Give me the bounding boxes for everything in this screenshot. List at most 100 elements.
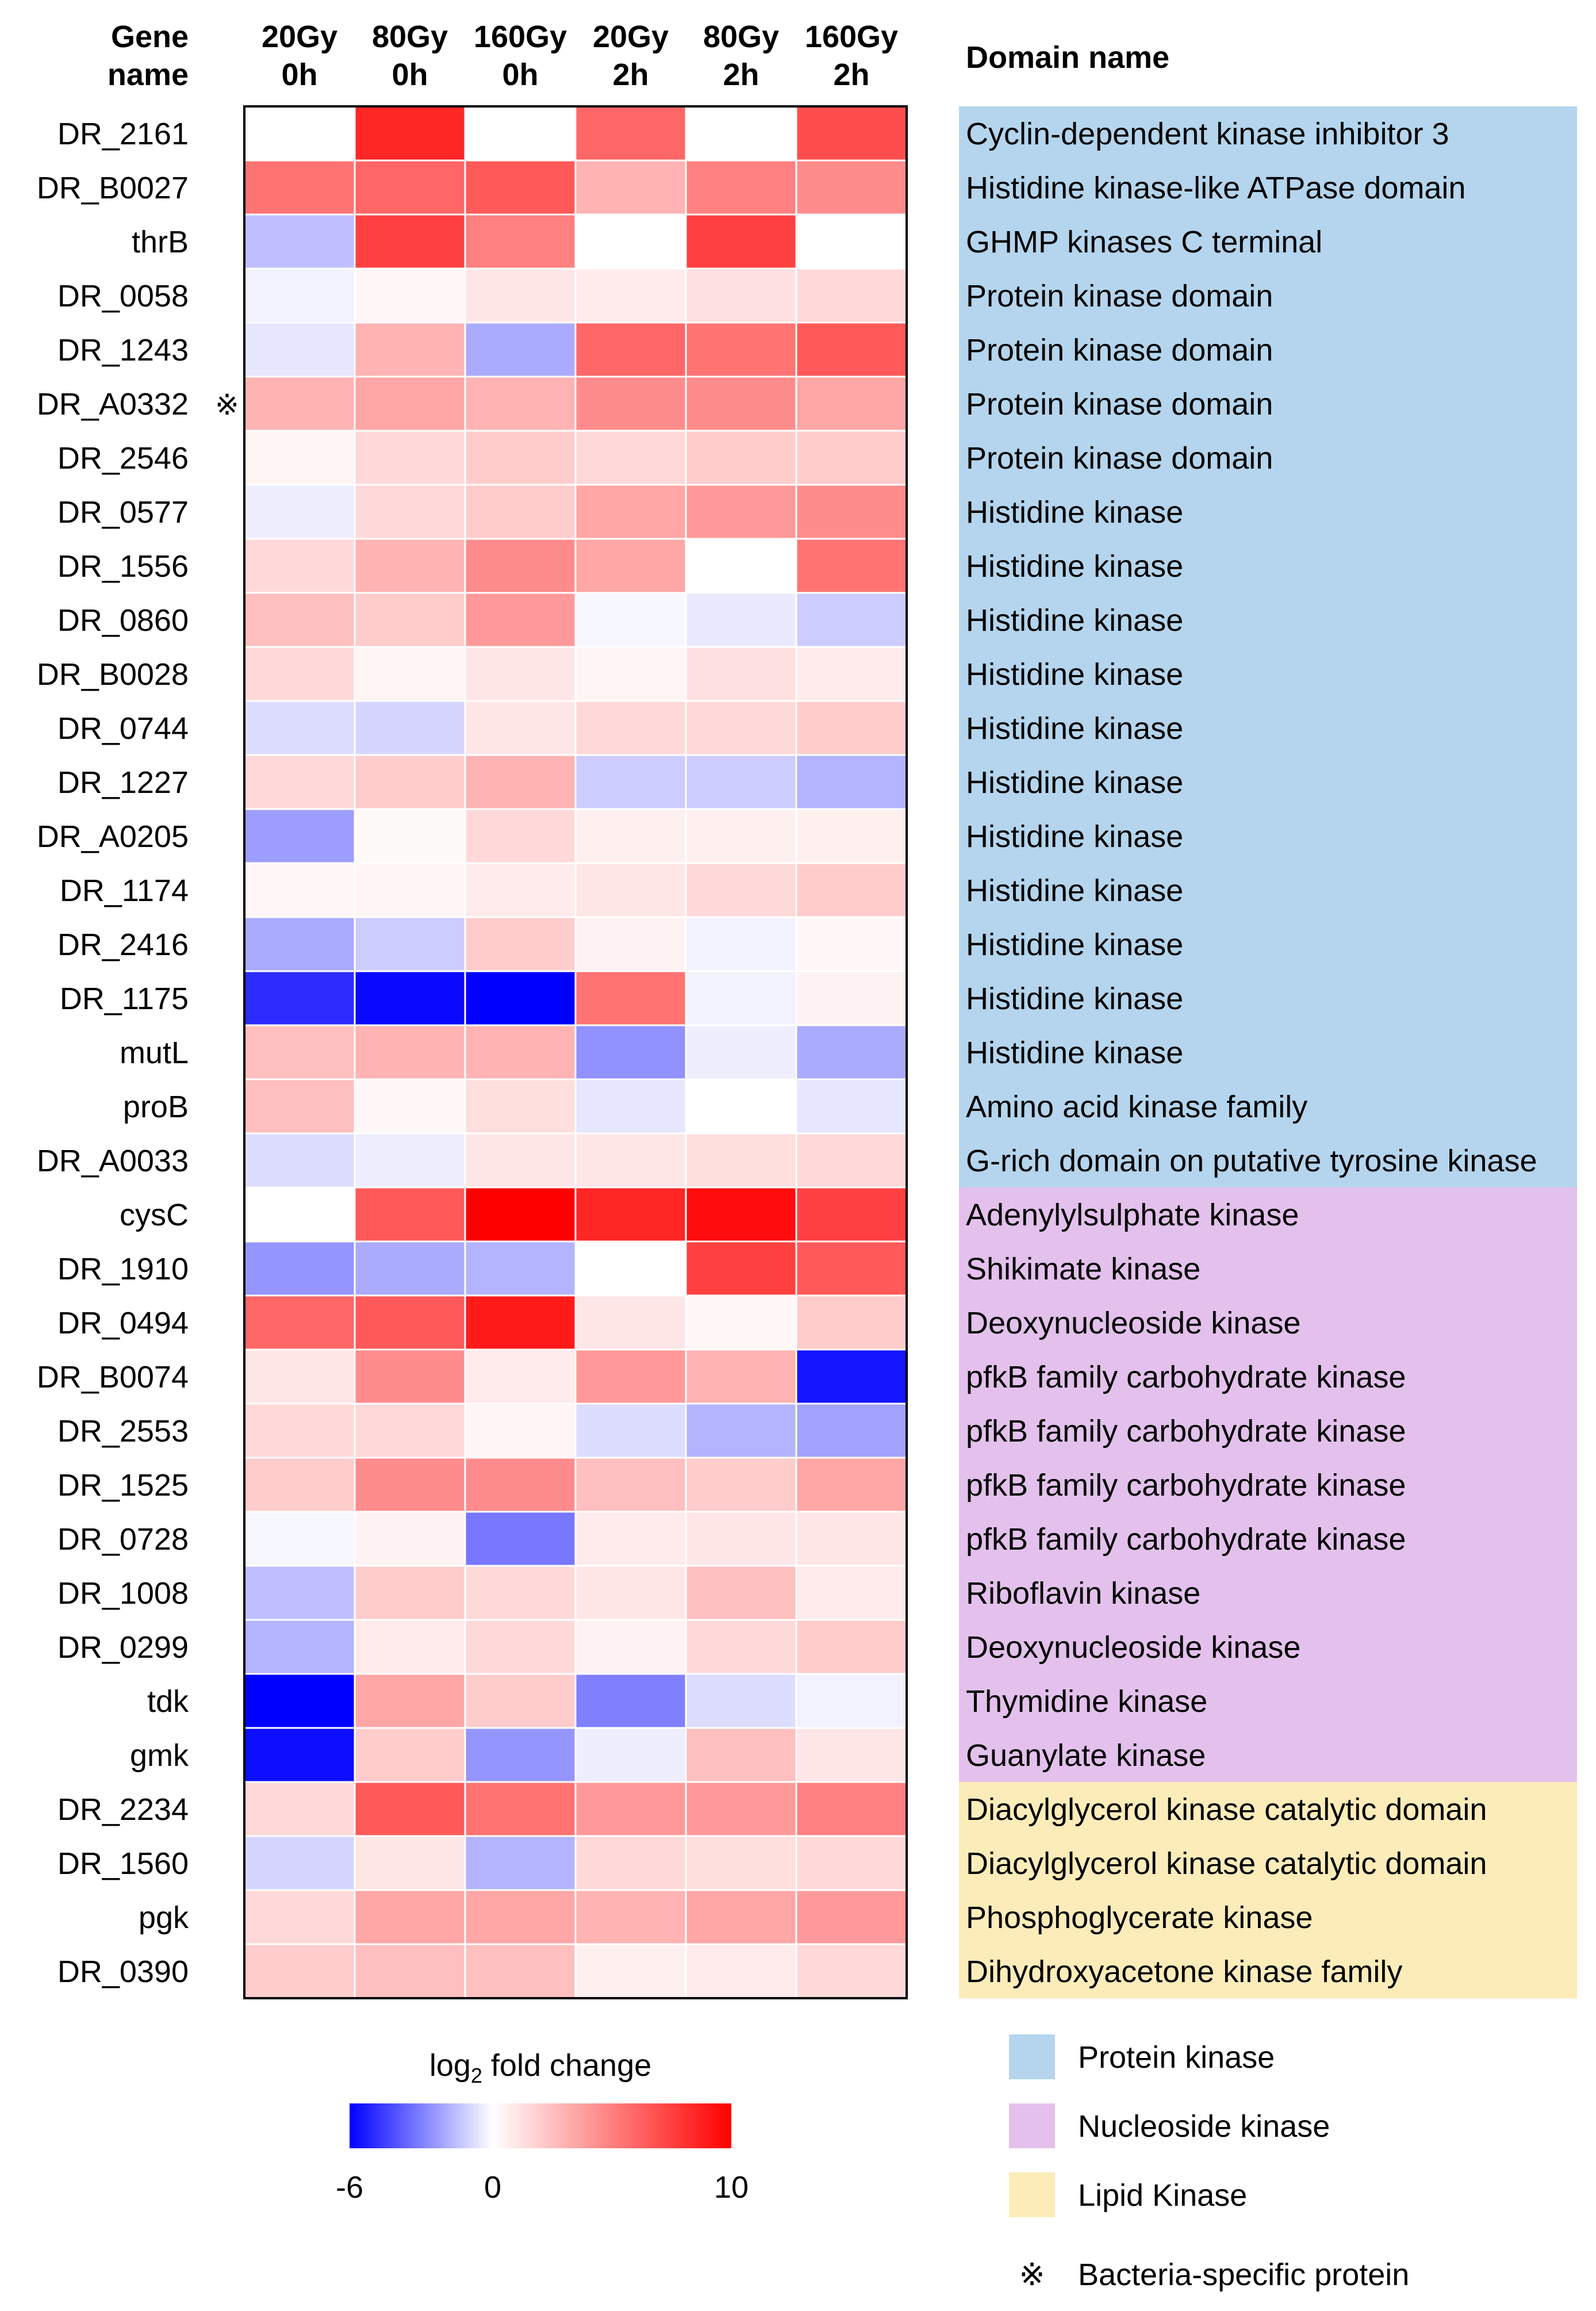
domain-label: Histidine kinase (966, 928, 1183, 962)
heatmap-cell (354, 484, 466, 540)
heatmap-cell (685, 430, 797, 486)
heatmap-cells (243, 105, 908, 1999)
colorbar-tick-label: 0 (484, 2170, 501, 2205)
domain-label: Histidine kinase (966, 549, 1183, 584)
heatmap-cell (685, 1619, 797, 1675)
heatmap-cell (685, 808, 797, 864)
gene-label-dr-a0332: DR_A0332 (37, 387, 189, 421)
gene-label-dr-1008: DR_1008 (57, 1576, 189, 1611)
heatmap-cell (795, 1024, 908, 1080)
heatmap-cell (685, 1889, 797, 1945)
heatmap-cell (243, 646, 356, 702)
heatmap-cell (354, 213, 466, 270)
heatmap-cell (795, 1078, 908, 1135)
heatmap-cell (574, 1457, 687, 1513)
domain-label: Protein kinase domain (966, 441, 1273, 476)
heatmap-cell (464, 646, 577, 702)
heatmap-cell (685, 1078, 797, 1135)
heatmap-cell (795, 213, 908, 270)
heatmap-cell (354, 808, 466, 864)
heatmap-cell (464, 1186, 577, 1243)
gene-label-dr-0390: DR_0390 (57, 1954, 189, 1989)
domain-band-nucleoside (959, 1728, 1577, 1783)
domain-band-protein (959, 863, 1577, 918)
heatmap-cell (243, 105, 356, 162)
heatmap-cell (243, 1889, 356, 1945)
gene-label-dr-b0074: DR_B0074 (37, 1360, 189, 1394)
heatmap-cell (685, 1943, 797, 1999)
heatmap-cell (795, 1673, 908, 1729)
heatmap-cell (243, 862, 356, 918)
domain-band-protein (959, 214, 1577, 269)
colorbar-gradient (350, 2103, 731, 2148)
gene-label-dr-2416: DR_2416 (57, 928, 189, 962)
heatmap-cell (464, 267, 577, 324)
domain-label: Histidine kinase (966, 982, 1183, 1016)
domain-label: Riboflavin kinase (966, 1576, 1200, 1611)
heatmap-cell (354, 267, 466, 324)
heatmap-cell (464, 808, 577, 864)
heatmap-cell (685, 754, 797, 810)
domain-band-protein (959, 485, 1577, 539)
heatmap-cell (685, 1781, 797, 1837)
heatmap-cell (574, 1619, 687, 1675)
heatmap-cell (464, 484, 577, 540)
heatmap-cell (464, 1240, 577, 1297)
heatmap-cell (354, 1240, 466, 1297)
domain-band-lipid (959, 1890, 1577, 1945)
gene-label-dr-0860: DR_0860 (57, 603, 189, 638)
gene-label-dr-1525: DR_1525 (57, 1468, 189, 1503)
domain-label: GHMP kinases C terminal (966, 225, 1322, 259)
heatmap-cell (795, 1619, 908, 1675)
gene-label-dr-0299: DR_0299 (57, 1630, 189, 1665)
column-header-time: 0h (502, 58, 538, 92)
heatmap-cell (685, 1132, 797, 1189)
heatmap-cell (354, 1943, 466, 1999)
heatmap-cell (685, 1186, 797, 1243)
heatmap-cell (354, 321, 466, 378)
domain-name-header: Domain name (966, 40, 1169, 75)
heatmap-cell (685, 1457, 797, 1513)
heatmap-cell (574, 321, 687, 378)
heatmap-cell (243, 1402, 356, 1459)
domain-label: Histidine kinase-like ATPase domain (966, 171, 1465, 205)
heatmap-cell (354, 1294, 466, 1351)
heatmap-cell (354, 538, 466, 594)
heatmap-cell (243, 1294, 356, 1351)
domain-category-bands (959, 106, 1577, 1999)
heatmap-cell (354, 1132, 466, 1189)
heatmap-cell (574, 700, 687, 756)
domain-label: pfkB family carbohydrate kinase (966, 1468, 1406, 1503)
gene-name-header: Gene name (108, 20, 189, 92)
heatmap-cell (685, 862, 797, 918)
category-legend: Protein kinase Nucleoside kinase Lipid Kin… (1009, 2034, 1409, 2292)
heatmap-cell (795, 916, 908, 972)
heatmap-cell (685, 105, 797, 162)
heatmap-cell (685, 700, 797, 756)
domain-band-protein (959, 917, 1577, 972)
heatmap-cell (685, 213, 797, 270)
heatmap-cell (243, 1781, 356, 1837)
heatmap-cell (685, 1565, 797, 1621)
domain-band-protein (959, 377, 1577, 431)
gene-label-tdk: tdk (147, 1684, 189, 1719)
heatmap-cell (464, 1348, 577, 1405)
heatmap-cell (685, 267, 797, 324)
domain-band-nucleoside (959, 1404, 1577, 1458)
gene-label-dr-1227: DR_1227 (57, 765, 189, 800)
heatmap-cell (574, 213, 687, 270)
domain-label: Diacylglycerol kinase catalytic domain (966, 1846, 1487, 1881)
heatmap-cell (243, 213, 356, 270)
domain-band-lipid (959, 1782, 1577, 1837)
heatmap-cell (464, 1024, 577, 1080)
heatmap-cell (243, 1511, 356, 1567)
heatmap-cell (464, 1943, 577, 1999)
heatmap-cell (243, 916, 356, 972)
domain-label: pfkB family carbohydrate kinase (966, 1522, 1406, 1557)
gene-label-dr-b0028: DR_B0028 (37, 657, 189, 692)
gene-label-dr-1560: DR_1560 (57, 1846, 189, 1881)
gene-label-dr-0494: DR_0494 (57, 1306, 189, 1340)
legend-bacteria-specific-mark: ※ (1019, 2258, 1045, 2292)
domain-label: G-rich domain on putative tyrosine kinas… (966, 1144, 1537, 1178)
heatmap-cell (574, 1835, 687, 1891)
